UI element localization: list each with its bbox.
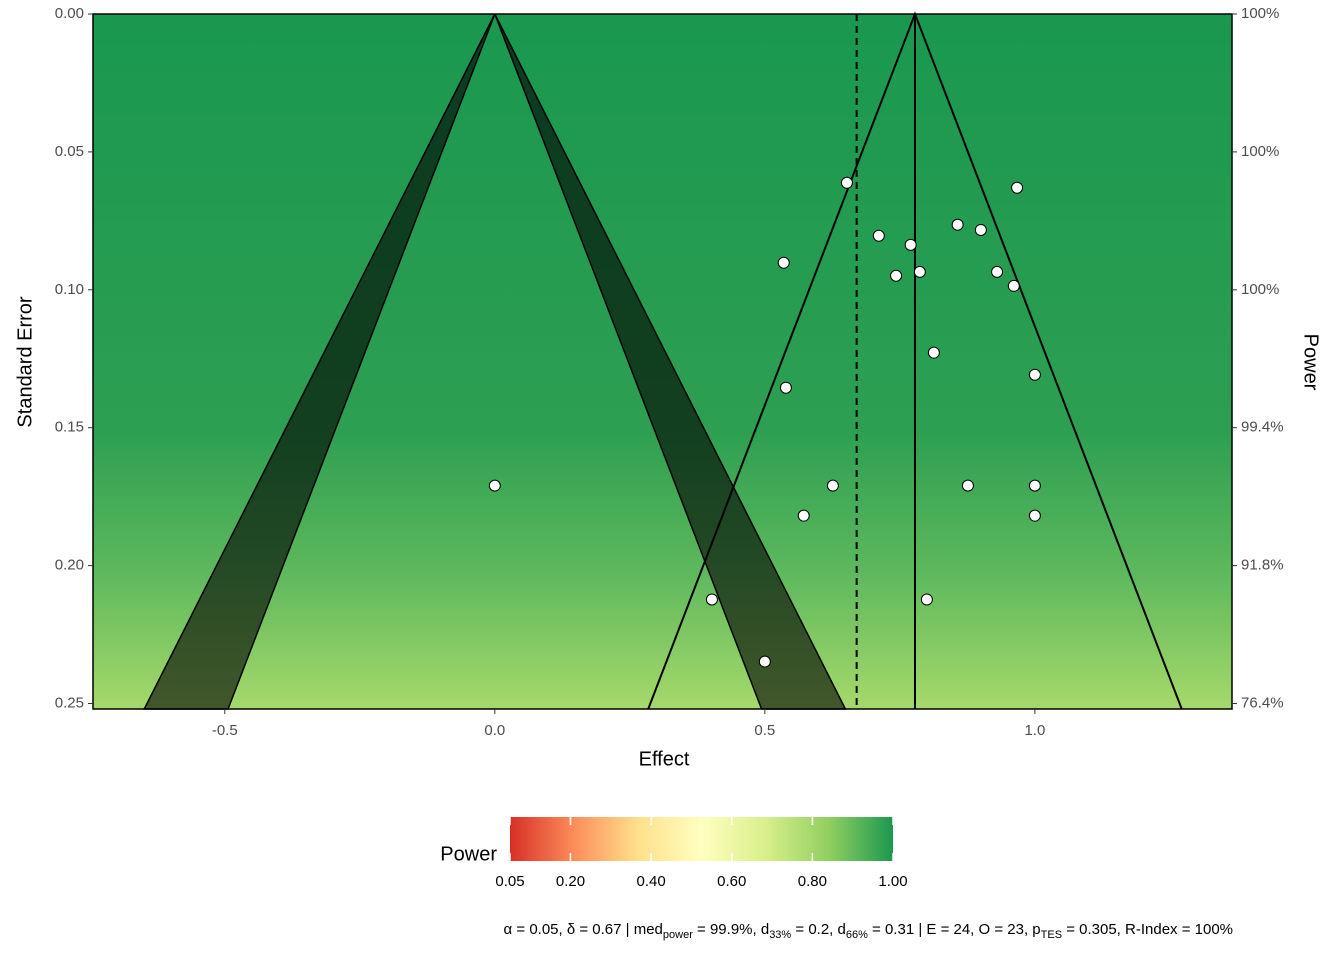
study-point <box>961 479 974 492</box>
colorbar-tick-label: 0.80 <box>798 873 827 890</box>
plot-frame <box>92 13 1233 710</box>
y2-tick-label: 100% <box>1241 281 1279 298</box>
colorbar-tick-label: 0.60 <box>717 873 746 890</box>
study-point <box>777 256 790 269</box>
caption-text: = 0.2, d <box>791 921 846 938</box>
y2-tick-label: 91.8% <box>1241 557 1284 574</box>
y-axis-title: Standard Error <box>14 296 36 428</box>
colorbar-title: Power <box>440 843 497 865</box>
y2-tick-label: 76.4% <box>1241 694 1284 711</box>
caption-text: α = 0.05, δ = 0.67 | med <box>504 921 663 938</box>
study-point <box>872 229 885 242</box>
study-point <box>779 381 792 394</box>
colorbar <box>510 817 893 861</box>
y2-tick-label: 100% <box>1241 5 1279 22</box>
study-point <box>913 265 926 278</box>
y2-tick-label: 100% <box>1241 143 1279 160</box>
study-point <box>840 176 853 189</box>
caption-subscript: TES <box>1041 929 1062 941</box>
study-point <box>890 269 903 282</box>
y-tick-label: 0.10 <box>55 281 84 298</box>
study-point <box>951 218 964 231</box>
study-point <box>1011 181 1024 194</box>
y-tick-label: 0.15 <box>55 419 84 436</box>
study-point <box>974 223 987 236</box>
y-tick-label: 0.25 <box>55 694 84 711</box>
study-point <box>904 238 917 251</box>
caption: α = 0.05, δ = 0.67 | medpower = 99.9%, d… <box>504 921 1233 941</box>
y2-axis-title: Power <box>1300 334 1322 391</box>
colorbar-tick-label: 1.00 <box>878 873 907 890</box>
study-point <box>488 479 501 492</box>
y2-tick-label: 99.4% <box>1241 419 1284 436</box>
study-point <box>1028 368 1041 381</box>
study-point <box>1007 279 1020 292</box>
x-tick-label: 1.0 <box>1024 722 1045 739</box>
study-point <box>927 346 940 359</box>
y-tick-label: 0.05 <box>55 143 84 160</box>
x-tick-label: 0.5 <box>754 722 775 739</box>
colorbar-tick-label: 0.40 <box>637 873 666 890</box>
study-point <box>1028 509 1041 522</box>
caption-subscript: 33% <box>769 929 791 941</box>
caption-text: = 0.305, R-Index = 100% <box>1062 921 1233 938</box>
study-point <box>920 593 933 606</box>
y-tick-label: 0.00 <box>55 5 84 22</box>
study-point <box>1028 479 1041 492</box>
x-tick-label: 0.0 <box>484 722 505 739</box>
study-point <box>705 593 718 606</box>
caption-subscript: 66% <box>846 929 868 941</box>
x-tick-label: -0.5 <box>212 722 238 739</box>
caption-text: = 99.9%, d <box>693 921 769 938</box>
study-point <box>758 655 771 668</box>
colorbar-tick-label: 0.20 <box>556 873 585 890</box>
caption-subscript: power <box>663 929 693 941</box>
x-axis-title: Effect <box>639 748 690 770</box>
colorbar-tick-label: 0.05 <box>495 873 524 890</box>
caption-text: = 0.31 | E = 24, O = 23, p <box>868 921 1041 938</box>
study-point <box>826 479 839 492</box>
study-point <box>991 265 1004 278</box>
study-point <box>797 509 810 522</box>
y-tick-label: 0.20 <box>55 557 84 574</box>
